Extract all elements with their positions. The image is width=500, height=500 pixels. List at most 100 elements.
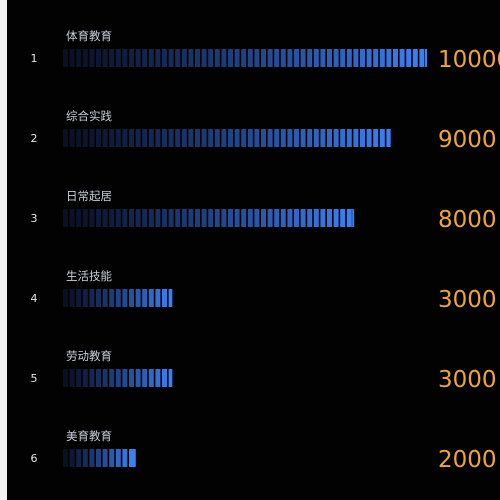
bar-row: 1 体育教育 10000 [31,29,500,73]
bar-segment [162,129,167,147]
bar-segment [135,209,141,227]
bar-segment [102,129,108,147]
bar-segment [122,369,128,387]
bar-segment [76,449,82,467]
bar-segment [360,129,365,147]
bar-segment [96,289,101,307]
bar-segment [241,49,247,67]
bar-segment [109,49,115,67]
bar-segment [89,369,95,387]
category-label: 劳动教育 [66,349,112,363]
bar-segment [148,49,154,67]
bar-segment [122,289,128,307]
bar-segment [333,209,339,227]
bar-segment [274,209,280,227]
bar-segment [82,209,88,227]
bar-segment [181,129,187,147]
bar [63,289,173,307]
bar-segment [122,449,128,467]
bar-segment [89,289,95,307]
bar [63,209,355,227]
bar-segment [379,49,385,67]
bar-segment [228,129,233,147]
value-label: 10000 [438,47,500,73]
bar-segment [340,209,346,227]
bar-segment [333,129,339,147]
bar-segment [102,49,108,67]
bar-segment [287,129,293,147]
bar-segment [129,209,134,227]
bar-segment [313,49,319,67]
bar-end-cap [170,289,173,307]
bar-segment [129,49,134,67]
bar-segment [393,49,398,67]
bar-segment [294,209,299,227]
bar-segment [201,209,207,227]
bar-segment [195,209,200,227]
bar-segment [115,209,121,227]
bar-segment [412,49,418,67]
bar-segment [208,49,214,67]
bar-segment [82,49,88,67]
bar-segment [247,129,253,147]
bar-segment [373,129,379,147]
bar-segment [208,129,214,147]
bar-segment [201,129,207,147]
bar-segment [82,449,88,467]
rank-number: 4 [31,292,38,305]
bar-segment [340,49,346,67]
bar-segment [175,49,181,67]
bar-segment [69,369,75,387]
value-label: 8000 [438,207,497,233]
bar-segment [254,49,260,67]
bar [63,449,136,467]
rank-number: 2 [31,132,38,145]
bar-segment [142,209,148,227]
bar-row: 2 综合实践 9000 [31,109,497,153]
bar-end-cap [388,129,391,147]
bar-segment [307,209,313,227]
bar-segment [89,209,95,227]
bar-segment [155,129,161,147]
bar-segment [307,49,313,67]
bar-segment [115,49,121,67]
bar-segment [221,129,227,147]
bar-segment [419,49,425,67]
bar-end-cap [352,209,355,227]
rank-number: 3 [31,212,38,225]
category-label: 生活技能 [66,269,112,283]
bar-segment [307,129,313,147]
bar-segment [148,369,154,387]
bar-segment [195,129,200,147]
bar-segment [320,49,326,67]
bar-segment [320,209,326,227]
bar-segment [287,209,293,227]
bar [63,129,391,147]
bar-segment [122,49,128,67]
bar-segment [168,49,174,67]
bar-segment [76,209,82,227]
bar-segment [214,49,220,67]
bar-segment [76,369,82,387]
bar-segment [340,129,346,147]
bar-segment [267,209,273,227]
bar-segment [89,49,95,67]
bar-segment [373,49,379,67]
bar-segment [228,49,233,67]
rank-number: 5 [31,372,38,385]
bar-segment [261,209,266,227]
bar-segment [76,129,82,147]
bar-segment [353,49,359,67]
value-label: 3000 [438,287,497,313]
bar-segment [69,49,75,67]
bar-segment [300,49,306,67]
bar-segment [234,209,240,227]
bar-segment [162,49,167,67]
bar [63,369,173,387]
bar-segment [280,49,286,67]
bar-segment [109,369,115,387]
bar-segment [115,369,121,387]
bar-segment [247,49,253,67]
bar-segment [300,129,306,147]
bar-segment [109,129,115,147]
